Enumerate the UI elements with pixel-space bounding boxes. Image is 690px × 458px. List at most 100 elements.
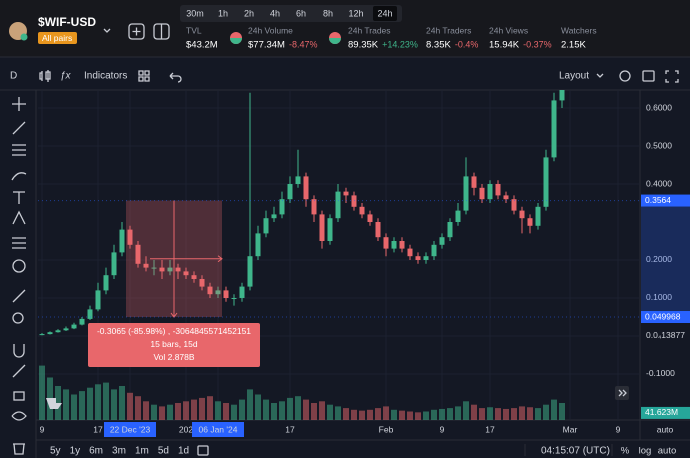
y-tick-label: -0.1000 <box>646 368 675 378</box>
stat-icon <box>329 38 341 44</box>
volume-bar <box>511 408 517 420</box>
magnet-tool[interactable] <box>13 344 25 358</box>
tv-logo <box>46 398 62 409</box>
volume-bar <box>503 408 509 420</box>
calendar-icon[interactable] <box>197 445 209 456</box>
timeframe[interactable]: 12h <box>348 8 363 18</box>
add-icon[interactable] <box>128 23 145 40</box>
fullscreen-icon[interactable] <box>665 70 679 83</box>
emoji-tool[interactable] <box>12 259 26 273</box>
interval[interactable]: D <box>10 71 17 82</box>
volume-bar <box>359 410 365 420</box>
volume-marker <box>641 406 690 419</box>
scale-option[interactable]: log <box>639 446 652 457</box>
ruler-tool[interactable] <box>12 289 26 303</box>
volume-bar <box>343 408 349 420</box>
lock-tool[interactable] <box>13 391 25 401</box>
forecast-tool[interactable] <box>12 237 26 249</box>
candle-body <box>127 229 133 245</box>
range-button[interactable]: 6m <box>89 446 103 457</box>
indicators-button[interactable]: Indicators <box>84 71 127 82</box>
stat-change: -8.47% <box>289 39 318 49</box>
range-button[interactable]: 1d <box>178 446 189 457</box>
volume-bar <box>399 410 405 420</box>
timeframe[interactable]: 30m <box>186 8 204 18</box>
candle-body <box>383 237 389 249</box>
y-tick-label: 0.4000 <box>646 178 672 188</box>
chart-type-icon[interactable] <box>39 70 51 82</box>
y-tick-label: 0.6000 <box>646 102 672 112</box>
settings-icon[interactable] <box>619 70 631 82</box>
candle-body <box>351 195 357 207</box>
lock-draw-tool[interactable] <box>12 364 26 378</box>
volume-bar <box>559 403 565 420</box>
dropdown-icon[interactable] <box>103 28 111 33</box>
range-button[interactable]: 1m <box>135 446 149 457</box>
timeframe[interactable]: 4h <box>270 8 280 18</box>
range-button[interactable]: 5y <box>50 446 61 457</box>
volume-bar <box>479 408 485 420</box>
pattern-tool[interactable] <box>12 210 26 225</box>
line-tool[interactable] <box>12 121 26 135</box>
volume-bar <box>319 401 325 420</box>
candle-body <box>95 290 101 310</box>
visibility-tool[interactable] <box>11 411 27 421</box>
volume-bar <box>207 396 213 420</box>
range-button[interactable]: 3m <box>112 446 126 457</box>
y-tick-label: 0.0₄13877 <box>646 330 685 340</box>
timeframe[interactable]: 8h <box>323 8 333 18</box>
volume-bar <box>263 399 269 420</box>
candle-body <box>367 214 373 222</box>
volume-bar <box>87 387 93 420</box>
stat-value: 15.94K <box>489 40 520 51</box>
candle-body <box>535 206 541 226</box>
delete-tool[interactable] <box>13 443 25 455</box>
timeframe[interactable]: 1h <box>218 8 228 18</box>
candle-body <box>63 328 69 331</box>
stat-value: 89.35K <box>348 40 379 51</box>
brush-tool[interactable] <box>11 172 27 181</box>
templates-icon[interactable] <box>138 70 150 82</box>
timeframe[interactable]: 2h <box>244 8 254 18</box>
crosshair-tool[interactable] <box>12 97 26 111</box>
zoom-tool[interactable] <box>12 312 24 324</box>
candle-body <box>415 256 421 260</box>
candle-body <box>239 286 245 298</box>
range-button[interactable]: 1y <box>70 446 81 457</box>
candle-body <box>119 229 125 253</box>
scroll-icon <box>618 389 627 397</box>
candle-body <box>471 176 477 188</box>
pair-name[interactable]: $WIF-USD <box>38 15 96 29</box>
candle-body <box>391 240 397 249</box>
candle-body <box>279 199 285 215</box>
undo-icon[interactable] <box>169 72 182 83</box>
volume-bar <box>303 399 309 420</box>
measure-label: 15 bars, 15d <box>150 339 198 349</box>
dropdown-icon[interactable] <box>596 73 604 78</box>
screenshot-icon[interactable] <box>642 70 655 82</box>
candle-body <box>271 214 277 219</box>
volume-bar <box>527 407 533 420</box>
volume-bar <box>271 403 277 420</box>
fib-tool[interactable] <box>12 144 26 156</box>
volume-bar <box>551 399 557 420</box>
scale-option[interactable]: auto <box>658 446 677 457</box>
stat-change: -0.37% <box>523 39 552 49</box>
range-button[interactable]: 5d <box>158 446 169 457</box>
axis-mode[interactable]: auto <box>657 424 674 434</box>
price-range-highlight <box>641 206 690 312</box>
volume-bar <box>199 397 205 420</box>
timeframe[interactable]: 24h <box>377 8 392 18</box>
candle-body <box>175 267 181 272</box>
badge[interactable]: All pairs <box>42 33 72 43</box>
volume-bar <box>543 404 549 420</box>
volume-bar <box>111 389 117 420</box>
layout-button[interactable]: Layout <box>559 71 589 82</box>
volume-bar <box>447 408 453 420</box>
text-tool[interactable] <box>13 191 25 204</box>
volume-bar <box>95 384 101 420</box>
timeframe[interactable]: 6h <box>296 8 306 18</box>
timeframe-selected <box>373 6 397 21</box>
scale-option[interactable]: % <box>621 446 630 457</box>
x-tick-label: 202 <box>179 424 193 434</box>
